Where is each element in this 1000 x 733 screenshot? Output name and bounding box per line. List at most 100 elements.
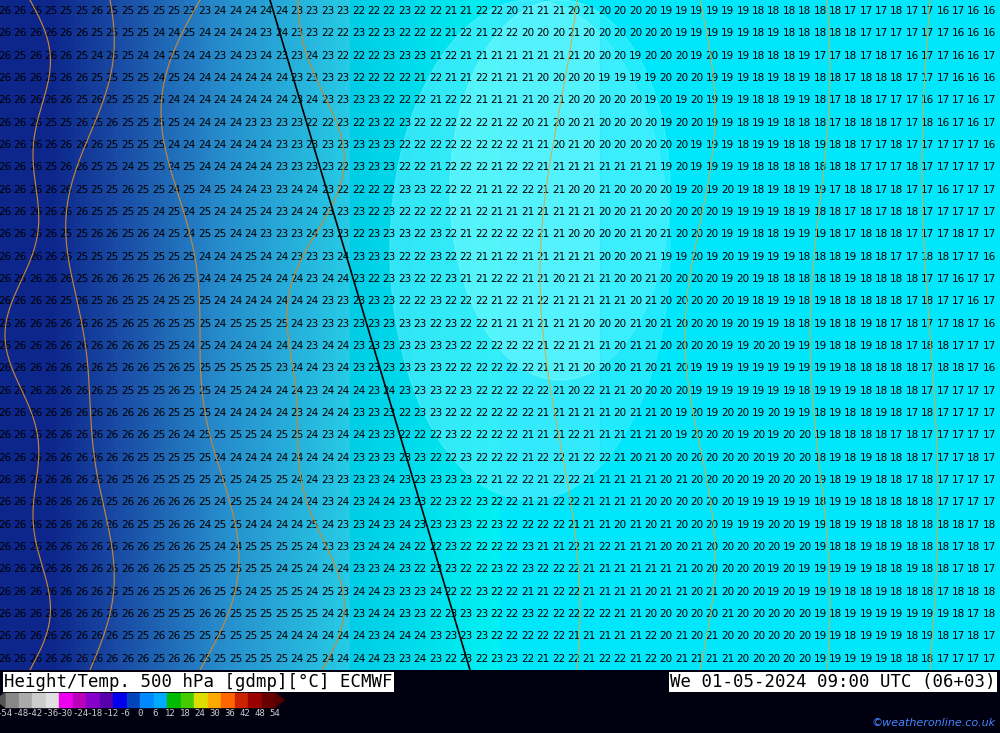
Bar: [120, 0, 126, 670]
Text: 26: 26: [44, 185, 57, 195]
Text: 23: 23: [413, 587, 427, 597]
Text: 20: 20: [783, 564, 796, 575]
Text: 24: 24: [383, 542, 396, 552]
Text: 25: 25: [75, 95, 88, 106]
Text: 20: 20: [660, 29, 673, 39]
Bar: [485, 0, 490, 670]
Text: 21: 21: [460, 51, 473, 61]
Bar: [205, 0, 210, 670]
Text: 22: 22: [475, 207, 488, 217]
Text: 20: 20: [767, 542, 780, 552]
Text: 17: 17: [921, 185, 934, 195]
Text: 18: 18: [752, 185, 765, 195]
Bar: [170, 0, 176, 670]
Text: 26: 26: [29, 386, 42, 396]
Bar: [565, 0, 570, 670]
Text: 22: 22: [598, 609, 611, 619]
Text: 20: 20: [675, 118, 688, 128]
Text: 18: 18: [813, 207, 827, 217]
Text: 26: 26: [0, 140, 11, 150]
Text: 24: 24: [260, 140, 273, 150]
Text: 18: 18: [890, 520, 904, 530]
Bar: [250, 0, 256, 670]
Text: 23: 23: [321, 51, 334, 61]
Text: 23: 23: [398, 364, 411, 374]
Text: 21: 21: [460, 73, 473, 83]
Text: 17: 17: [967, 274, 980, 284]
Text: 23: 23: [367, 386, 380, 396]
Text: 26: 26: [29, 453, 42, 463]
Text: 20: 20: [737, 274, 750, 284]
Text: 21: 21: [490, 185, 504, 195]
Text: 21: 21: [583, 341, 596, 351]
Text: 19: 19: [798, 564, 811, 575]
Text: -18: -18: [87, 709, 103, 718]
Text: 22: 22: [383, 6, 396, 16]
Text: 18: 18: [829, 296, 842, 306]
Text: 19: 19: [736, 73, 750, 83]
Bar: [280, 0, 286, 670]
Text: 18: 18: [906, 364, 919, 374]
Text: 19: 19: [736, 229, 750, 240]
Text: 19: 19: [706, 364, 719, 374]
Text: 25: 25: [90, 118, 104, 128]
Bar: [900, 0, 906, 670]
Text: 21: 21: [598, 386, 611, 396]
Text: 24: 24: [260, 296, 273, 306]
Bar: [300, 0, 306, 670]
Bar: [790, 0, 796, 670]
Text: 18: 18: [921, 296, 934, 306]
Text: 21: 21: [629, 207, 642, 217]
Text: 26: 26: [213, 609, 227, 619]
Text: 23: 23: [444, 542, 457, 552]
Text: 26: 26: [60, 386, 73, 396]
Text: 20: 20: [721, 252, 734, 262]
Text: 25: 25: [121, 118, 134, 128]
Bar: [650, 0, 656, 670]
Text: 26: 26: [183, 498, 196, 507]
Text: 26: 26: [106, 654, 119, 664]
Text: 21: 21: [506, 51, 519, 61]
Text: 18: 18: [860, 229, 873, 240]
Text: 25: 25: [152, 475, 165, 485]
Text: 19: 19: [690, 386, 704, 396]
Text: 23: 23: [475, 587, 488, 597]
Text: 20: 20: [690, 587, 703, 597]
Text: 22: 22: [398, 296, 411, 306]
Text: 24: 24: [260, 207, 273, 217]
Bar: [180, 693, 194, 707]
Text: 25: 25: [213, 520, 227, 530]
Text: 26: 26: [13, 408, 27, 418]
Bar: [605, 0, 610, 670]
Bar: [234, 693, 248, 707]
Text: 24: 24: [336, 654, 350, 664]
Text: 26: 26: [29, 185, 42, 195]
Text: 18: 18: [890, 587, 904, 597]
Text: 26: 26: [0, 542, 11, 552]
Text: 23: 23: [383, 140, 396, 150]
Text: 24: 24: [413, 631, 427, 641]
Text: 26: 26: [121, 498, 134, 507]
Bar: [330, 0, 336, 670]
Text: 17: 17: [967, 319, 980, 329]
Bar: [150, 0, 156, 670]
Text: 20: 20: [567, 95, 580, 106]
Text: 25: 25: [167, 475, 180, 485]
Text: 24: 24: [260, 498, 273, 507]
Text: 26: 26: [106, 274, 119, 284]
Text: 26: 26: [75, 73, 88, 83]
Text: 23: 23: [352, 564, 365, 575]
Text: 25: 25: [60, 229, 73, 240]
Text: 22: 22: [552, 453, 565, 463]
Text: 20: 20: [706, 520, 719, 530]
Ellipse shape: [390, 0, 670, 500]
Text: 22: 22: [506, 252, 519, 262]
Text: 19: 19: [813, 542, 827, 552]
Bar: [125, 0, 130, 670]
Text: 21: 21: [629, 408, 642, 418]
Text: 21: 21: [613, 453, 627, 463]
Text: 16: 16: [967, 95, 980, 106]
Text: 25: 25: [198, 475, 211, 485]
Text: 26: 26: [152, 274, 165, 284]
Text: 23: 23: [367, 252, 380, 262]
